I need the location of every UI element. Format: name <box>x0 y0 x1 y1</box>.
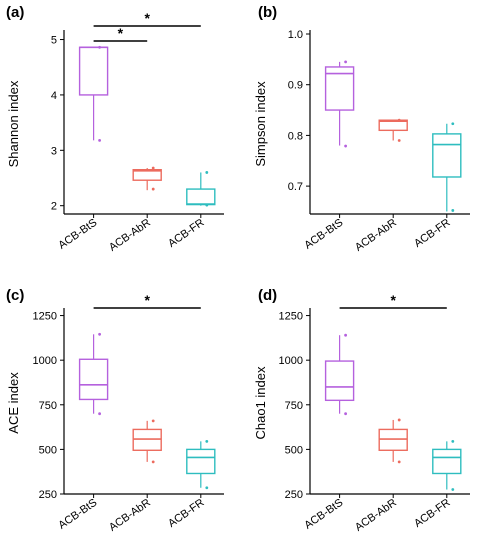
category-label: ACB-BtS <box>56 497 99 532</box>
category-label: ACB-AbR <box>107 497 153 534</box>
data-point <box>397 460 401 464</box>
panel-1: (b) 0.7 0.8 0.9 1.0 Simpson index ACB-BtS ACB-A… <box>253 4 470 254</box>
y-tick-label: 0.9 <box>288 80 303 92</box>
y-axis-label: Simpson index <box>253 81 268 167</box>
data-point <box>151 419 155 423</box>
box-body <box>132 428 162 451</box>
box-body <box>432 448 462 475</box>
category-label: ACB-FR <box>412 217 452 250</box>
y-tick-label: 750 <box>285 400 303 412</box>
data-point <box>451 439 455 443</box>
data-point <box>397 118 401 122</box>
data-point <box>151 187 155 191</box>
data-point <box>344 60 347 64</box>
data-point <box>451 209 455 212</box>
box-ACB-AbR <box>378 418 408 464</box>
box-body <box>186 188 216 206</box>
box-body <box>324 360 355 402</box>
y-tick-label: 500 <box>285 444 303 456</box>
data-point <box>98 332 101 336</box>
category-label: ACB-BtS <box>302 497 345 532</box>
y-axis-label: Chao1 index <box>253 366 268 439</box>
category-label: ACB-AbR <box>107 217 153 254</box>
category-label: ACB-AbR <box>353 217 399 254</box>
box-ACB-FR <box>186 171 216 207</box>
box-body <box>78 46 109 96</box>
y-tick-label: 4 <box>51 90 57 102</box>
data-point <box>344 144 347 148</box>
data-point <box>98 412 101 416</box>
box-body <box>132 168 162 181</box>
panel-0: (a) 2 3 4 5 Shannon index ACB-BtS ACB-AbR ACB-FR… <box>6 4 224 254</box>
box-body <box>324 66 355 111</box>
category-label: ACB-BtS <box>302 217 345 252</box>
y-axis-label: ACE index <box>6 372 21 434</box>
significance-star: * <box>144 292 150 308</box>
data-point <box>397 418 401 422</box>
data-point <box>344 333 347 337</box>
box-ACB-BtS <box>324 60 355 148</box>
box-ACB-BtS <box>78 332 109 416</box>
data-point <box>205 171 209 174</box>
data-point <box>205 203 209 207</box>
panel-label: (d) <box>258 287 277 304</box>
y-tick-label: 1000 <box>279 355 303 367</box>
data-point <box>151 166 155 170</box>
box-ACB-FR <box>432 439 462 491</box>
box-body <box>186 448 216 475</box>
data-point <box>205 439 209 443</box>
box-ACB-BtS <box>324 333 355 416</box>
y-tick-label: 1000 <box>33 355 57 367</box>
panel-label: (c) <box>6 287 24 304</box>
y-tick-label: 3 <box>51 145 57 157</box>
box-ACB-FR <box>186 439 216 490</box>
category-label: ACB-BtS <box>56 217 99 252</box>
data-point <box>151 460 155 464</box>
category-label: ACB-AbR <box>353 497 399 534</box>
panel-label: (a) <box>6 4 24 21</box>
y-tick-label: 250 <box>39 489 57 501</box>
y-tick-label: 1.0 <box>288 29 303 41</box>
significance-star: * <box>144 10 150 26</box>
category-label: ACB-FR <box>166 497 206 530</box>
y-tick-label: 500 <box>39 444 57 456</box>
y-tick-label: 250 <box>285 489 303 501</box>
box-body <box>378 428 408 451</box>
box-body <box>78 358 109 401</box>
box-body <box>378 119 408 132</box>
category-label: ACB-FR <box>412 497 452 530</box>
y-tick-label: 2 <box>51 201 57 213</box>
y-axis-label: Shannon index <box>6 80 21 167</box>
category-label: ACB-FR <box>166 217 206 250</box>
box-ACB-AbR <box>378 118 408 142</box>
y-tick-label: 0.7 <box>288 181 303 193</box>
y-tick-label: 750 <box>39 400 57 412</box>
data-point <box>451 122 455 126</box>
y-tick-label: 1250 <box>279 311 303 323</box>
significance-star: * <box>118 25 124 41</box>
data-point <box>98 138 101 142</box>
data-point <box>451 488 455 491</box>
box-ACB-FR <box>432 122 462 212</box>
y-tick-label: 5 <box>51 35 57 47</box>
significance-star: * <box>390 292 396 308</box>
box-ACB-AbR <box>132 166 162 191</box>
box-body <box>432 133 462 178</box>
y-tick-label: 0.8 <box>288 130 303 142</box>
y-tick-label: 1250 <box>33 311 57 323</box>
data-point <box>205 486 209 490</box>
data-point <box>98 45 101 49</box>
data-point <box>397 139 401 142</box>
box-ACB-AbR <box>132 419 162 464</box>
box-ACB-BtS <box>78 45 109 142</box>
panel-label: (b) <box>258 4 277 21</box>
data-point <box>344 412 347 416</box>
